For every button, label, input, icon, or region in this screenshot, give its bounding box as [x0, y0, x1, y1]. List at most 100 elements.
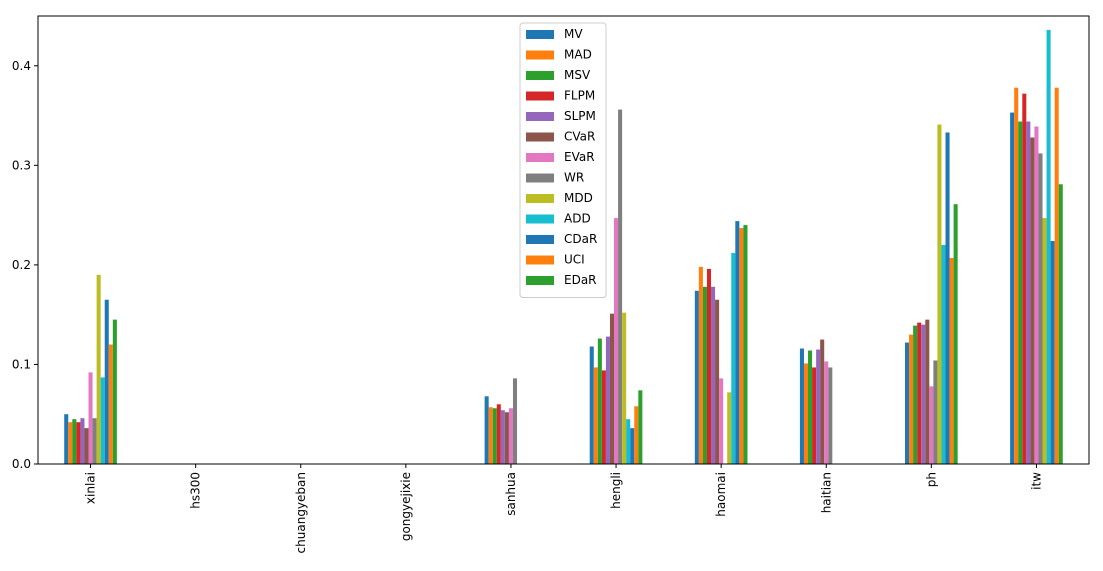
- bar-mad-haitian: [803, 363, 809, 464]
- bar-msv-haitian: [808, 350, 813, 464]
- bar-mv-hengli: [589, 346, 594, 464]
- bar-slpm-haomai: [711, 286, 716, 464]
- bar-msv-ph: [913, 325, 918, 464]
- legend-label-evar: EVaR: [564, 150, 595, 164]
- x-tick-label-xinlai: xinlai: [84, 472, 98, 504]
- y-tick-label: 0.0: [12, 457, 31, 471]
- bar-edar-itw: [1058, 184, 1063, 464]
- bar-edar-hengli: [638, 390, 643, 464]
- legend-swatch-add: [526, 214, 554, 224]
- legend-label-add: ADD: [564, 212, 591, 226]
- legend-swatch-mad: [526, 50, 554, 60]
- legend-label-wr: WR: [564, 171, 584, 185]
- x-tick-label-ph: ph: [924, 472, 938, 487]
- bar-msv-xinlai: [72, 419, 77, 464]
- legend-swatch-edar: [526, 276, 554, 285]
- x-tick-label-gongyejixie: gongyejixie: [399, 472, 413, 541]
- bar-add-xinlai: [100, 377, 105, 464]
- bar-slpm-xinlai: [80, 418, 85, 464]
- legend-label-mdd: MDD: [564, 191, 593, 205]
- legend-label-mad: MAD: [564, 48, 592, 62]
- bar-cvar-ph: [925, 319, 930, 464]
- bar-mv-xinlai: [64, 414, 69, 464]
- legend-label-cdar: CDaR: [564, 232, 597, 246]
- plot-frame: [37, 15, 1090, 465]
- bar-add-hengli: [626, 419, 631, 464]
- bar-uci-xinlai: [108, 344, 113, 464]
- bar-evar-itw: [1034, 126, 1039, 464]
- bar-mdd-haomai: [727, 392, 732, 464]
- bar-cdar-itw: [1050, 241, 1055, 464]
- legend: MV MAD MSV FLPM SLPM CVaR EVaR WR MDD ADD CDaR UCI E…: [519, 22, 607, 298]
- y-tick-label: 0.3: [12, 158, 31, 172]
- y-tick-label: 0.4: [12, 59, 31, 73]
- legend-swatch-evar: [526, 153, 554, 162]
- bar-mv-ph: [905, 342, 910, 464]
- bar-msv-sanhua: [492, 408, 497, 464]
- bar-flpm-haomai: [706, 268, 712, 464]
- bar-mdd-ph: [937, 124, 942, 465]
- bar-cvar-haomai: [715, 299, 720, 464]
- bar-mad-hengli: [593, 367, 598, 464]
- bar-evar-sanhua: [508, 408, 513, 464]
- bar-msv-haomai: [702, 286, 707, 464]
- legend-swatch-flpm: [526, 91, 554, 101]
- bar-cdar-hengli: [630, 428, 635, 464]
- bar-uci-hengli: [634, 406, 639, 464]
- bar-evar-ph: [929, 386, 934, 464]
- bar-wr-itw: [1038, 153, 1043, 464]
- bars-group: [64, 29, 1063, 465]
- bar-mad-haomai: [698, 266, 703, 464]
- bar-slpm-itw: [1026, 121, 1031, 464]
- bar-wr-haitian: [828, 367, 833, 464]
- bar-mv-itw: [1010, 112, 1015, 464]
- x-axis: xinlai hs300 chuangyeban gongyejixie sanhua h…: [84, 464, 1043, 553]
- x-tick-label-itw: itw: [1029, 472, 1043, 490]
- legend-label-uci: UCI: [564, 253, 585, 267]
- bar-slpm-hengli: [605, 336, 610, 464]
- y-tick-label: 0.2: [12, 258, 31, 272]
- legend-swatch-mdd: [526, 194, 554, 203]
- legend-label-edar: EDaR: [564, 273, 597, 287]
- bar-mv-sanhua: [484, 396, 489, 464]
- legend-swatch-mv: [526, 30, 554, 39]
- bar-wr-hengli: [618, 109, 623, 464]
- legend-swatch-cdar: [526, 235, 554, 244]
- bar-uci-ph: [949, 257, 954, 464]
- x-tick-label-haomai: haomai: [714, 472, 728, 517]
- bar-edar-xinlai: [112, 319, 117, 464]
- bar-uci-haomai: [739, 228, 744, 464]
- x-tick-label-hengli: hengli: [609, 472, 623, 509]
- x-tick-label-hs300: hs300: [189, 472, 203, 509]
- bar-slpm-ph: [921, 324, 926, 464]
- bar-evar-haitian: [824, 361, 829, 464]
- bar-mad-itw: [1014, 87, 1019, 465]
- bar-flpm-xinlai: [76, 422, 81, 464]
- legend-label-msv: MSV: [564, 68, 591, 82]
- bar-cvar-itw: [1030, 137, 1035, 464]
- bar-slpm-sanhua: [500, 410, 505, 464]
- bar-add-haomai: [731, 252, 736, 464]
- bar-uci-itw: [1054, 87, 1059, 465]
- bar-add-ph: [941, 244, 946, 464]
- legend-swatch-uci: [526, 255, 554, 265]
- bar-mv-haitian: [799, 348, 804, 464]
- y-axis: 0.0 0.1 0.2 0.3 0.4: [12, 59, 38, 471]
- bar-flpm-itw: [1022, 93, 1027, 465]
- bar-cvar-hengli: [609, 313, 615, 464]
- legend-label-flpm: FLPM: [564, 89, 595, 103]
- legend-swatch-wr: [526, 173, 554, 183]
- x-tick-label-haitian: haitian: [819, 472, 833, 513]
- legend-label-cvar: CVaR: [564, 130, 595, 144]
- bar-slpm-haitian: [816, 349, 821, 464]
- x-tick-label-sanhua: sanhua: [504, 472, 518, 516]
- bar-mv-haomai: [694, 290, 699, 464]
- bar-cvar-haitian: [820, 339, 825, 464]
- bar-mad-xinlai: [68, 422, 73, 464]
- bar-edar-haomai: [743, 225, 748, 464]
- bar-wr-ph: [933, 360, 938, 464]
- bar-cdar-xinlai: [104, 299, 109, 464]
- bar-flpm-hengli: [601, 370, 606, 464]
- bar-flpm-sanhua: [496, 404, 501, 464]
- bar-edar-ph: [953, 204, 958, 464]
